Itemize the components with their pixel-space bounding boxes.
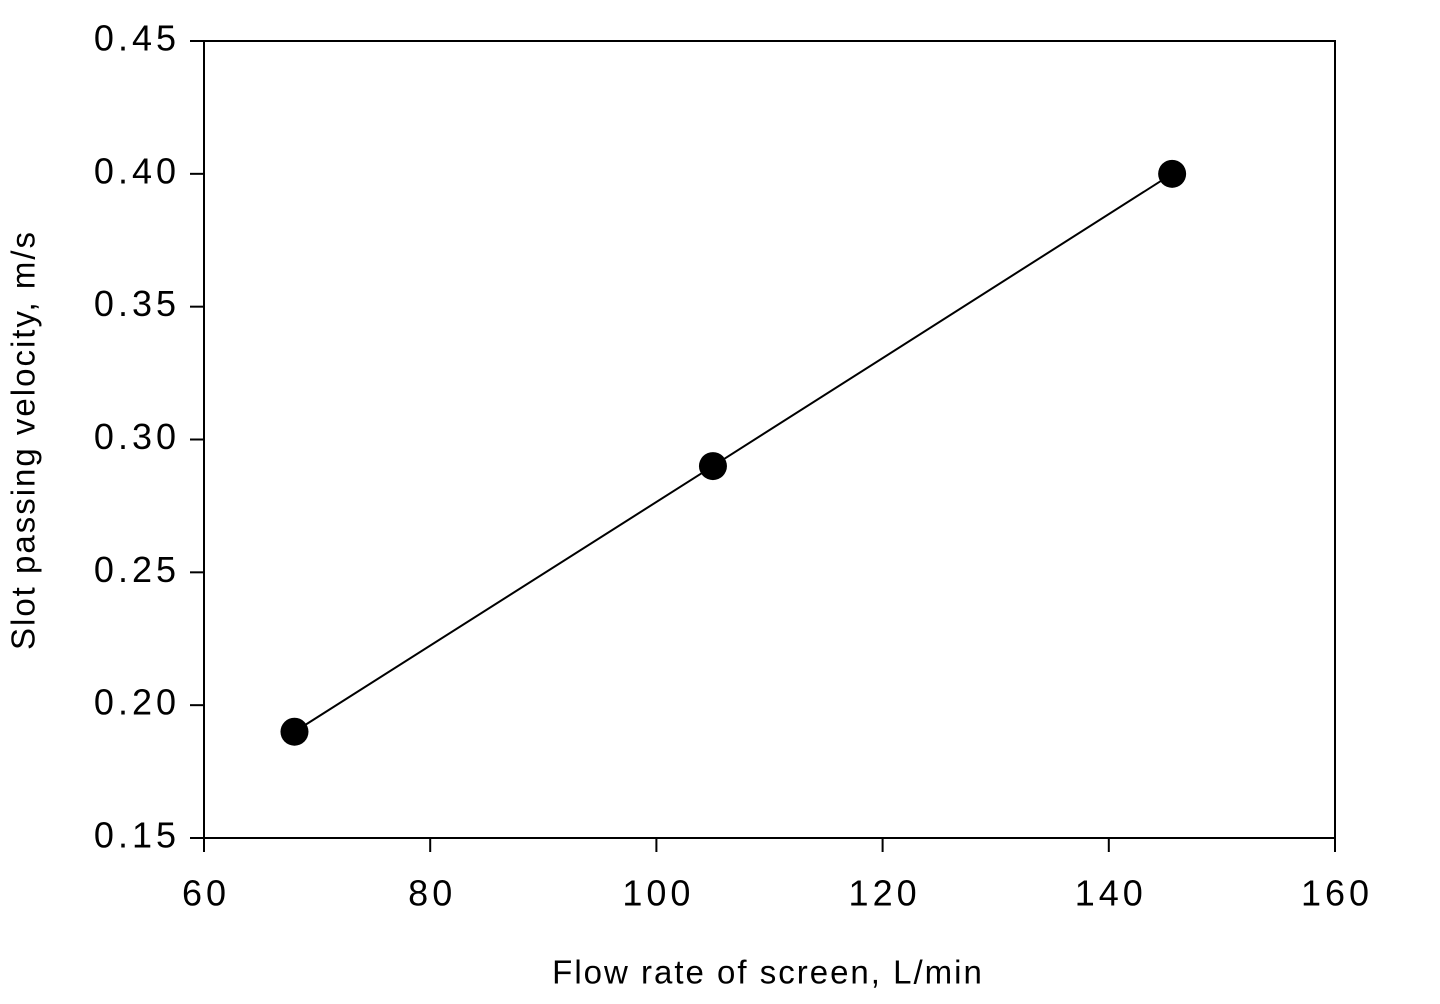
data-point <box>1158 159 1187 188</box>
data-point <box>280 717 309 746</box>
x-tick-label: 160 <box>1301 873 1373 914</box>
y-axis-title: Slot passing velocity, m/s <box>5 230 42 650</box>
x-tick-label: 120 <box>849 873 921 914</box>
data-point <box>698 452 727 481</box>
y-tick-label: 0.45 <box>94 18 180 59</box>
x-tick-label: 140 <box>1075 873 1147 914</box>
x-tick-label: 60 <box>182 873 230 914</box>
y-tick-label: 0.15 <box>94 815 180 856</box>
series-line <box>293 172 1173 733</box>
x-axis-title: Flow rate of screen, L/min <box>552 954 984 991</box>
y-tick-label: 0.20 <box>94 682 180 723</box>
y-tick-label: 0.40 <box>94 150 180 191</box>
x-tick-label: 80 <box>408 873 456 914</box>
y-tick-label: 0.25 <box>94 549 180 590</box>
plot-frame <box>203 40 1336 839</box>
y-tick-label: 0.35 <box>94 283 180 324</box>
y-tick-label: 0.30 <box>94 416 180 457</box>
x-tick-label: 100 <box>622 873 694 914</box>
